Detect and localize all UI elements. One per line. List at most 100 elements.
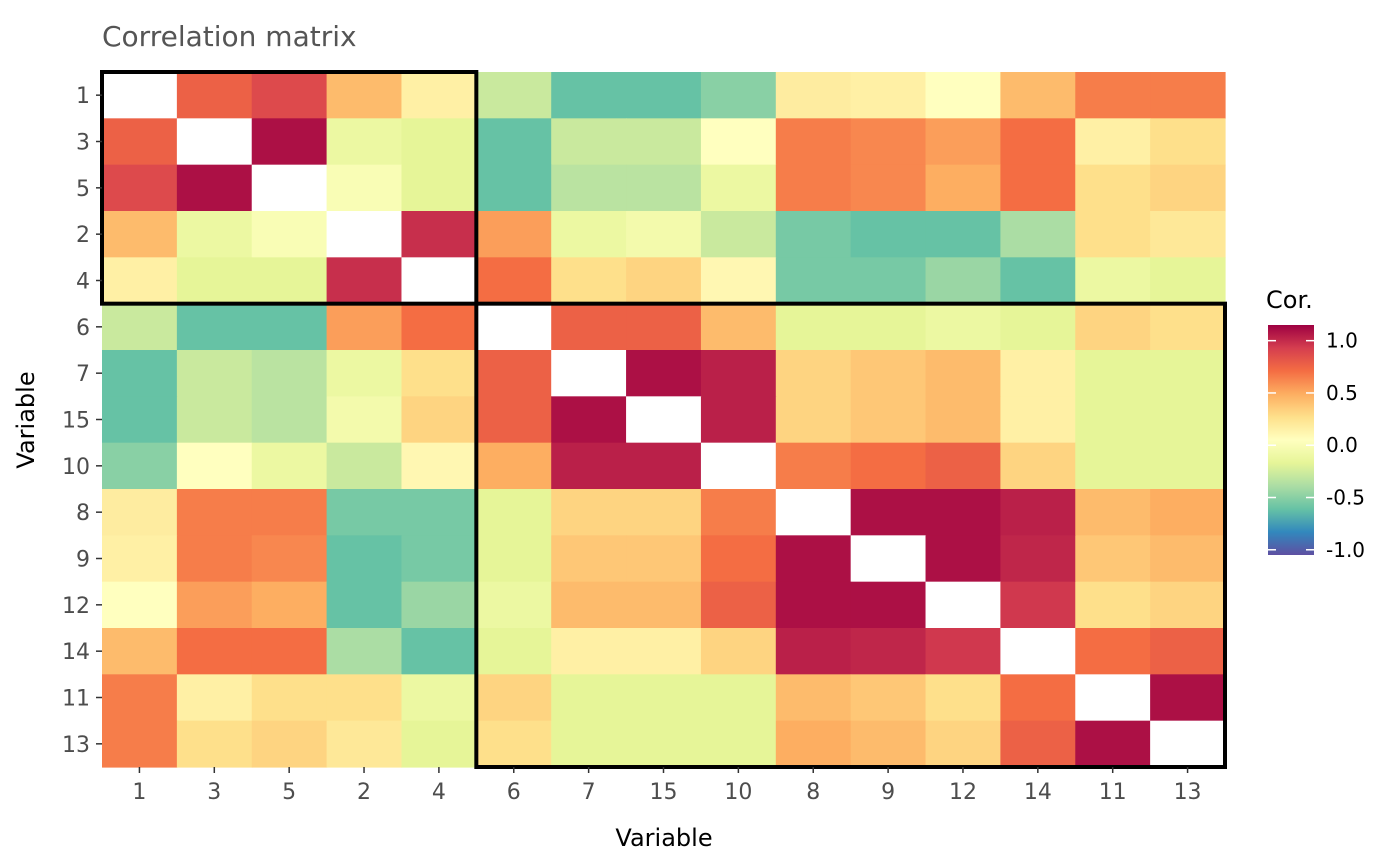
heatmap-cell <box>326 674 403 722</box>
y-tick-label: 9 <box>76 548 90 573</box>
heatmap-cell <box>102 489 178 536</box>
heatmap-cell <box>1000 535 1076 583</box>
heatmap-cell <box>1075 674 1151 722</box>
heatmap-cell <box>775 118 852 166</box>
heatmap-cells <box>102 72 1226 768</box>
heatmap-cell <box>326 164 403 212</box>
heatmap-cell <box>700 628 777 675</box>
heatmap-cell <box>1075 164 1151 212</box>
heatmap-cell <box>1150 535 1226 583</box>
x-tick-label: 12 <box>949 780 977 805</box>
heatmap-cell <box>251 72 328 119</box>
heatmap-cell <box>1075 303 1151 351</box>
heatmap-cell <box>626 674 702 722</box>
heatmap-cell <box>925 164 1001 212</box>
y-tick-label: 10 <box>62 455 90 480</box>
heatmap-cell <box>775 535 852 583</box>
heatmap-cell <box>626 164 702 212</box>
heatmap-cell <box>251 674 328 722</box>
heatmap-cell <box>401 628 477 675</box>
heatmap-cell <box>775 581 852 629</box>
heatmap-cell <box>775 489 852 536</box>
y-tick-label: 6 <box>76 316 90 341</box>
heatmap-cell <box>626 118 702 166</box>
heatmap-cell <box>1000 350 1076 397</box>
heatmap-cell <box>626 581 702 629</box>
heatmap-cell <box>925 535 1001 583</box>
heatmap-cell <box>700 720 777 768</box>
heatmap-cell <box>1075 489 1151 536</box>
heatmap-cell <box>775 350 852 397</box>
heatmap-cell <box>551 350 627 397</box>
heatmap-cell <box>700 164 777 212</box>
heatmap-cell <box>700 211 777 258</box>
heatmap-cell <box>251 396 328 444</box>
heatmap-cell <box>176 257 253 305</box>
heatmap-cell <box>1000 211 1076 258</box>
heatmap-cell <box>850 535 927 583</box>
heatmap-cell <box>850 396 927 444</box>
heatmap-cell <box>102 535 178 583</box>
heatmap-cell <box>476 674 552 722</box>
y-tick-label: 3 <box>76 131 90 156</box>
heatmap-cell <box>401 118 477 166</box>
x-tick-label: 8 <box>806 780 820 805</box>
heatmap-cell <box>401 211 477 258</box>
legend-tick-label: -0.5 <box>1326 486 1365 510</box>
x-tick-label: 1 <box>132 780 146 805</box>
heatmap-cell <box>102 396 178 444</box>
heatmap-cell <box>925 489 1001 536</box>
heatmap-cell <box>1075 396 1151 444</box>
heatmap-cell <box>476 628 552 675</box>
heatmap-cell <box>102 442 178 490</box>
heatmap-cell <box>775 164 852 212</box>
heatmap-cell <box>850 350 927 397</box>
heatmap-cell <box>775 720 852 768</box>
heatmap-cell <box>850 581 927 629</box>
heatmap-cell <box>176 628 253 675</box>
heatmap-cell <box>925 581 1001 629</box>
heatmap-cell <box>251 164 328 212</box>
heatmap-cell <box>1000 442 1076 490</box>
heatmap-cell <box>700 350 777 397</box>
heatmap-cell <box>551 164 627 212</box>
heatmap-cell <box>1150 581 1226 629</box>
x-tick-label: 6 <box>507 780 521 805</box>
heatmap-cell <box>401 396 477 444</box>
y-tick-label: 14 <box>62 640 90 665</box>
heatmap-cell <box>626 628 702 675</box>
heatmap-cell <box>775 442 852 490</box>
heatmap-cell <box>1150 257 1226 305</box>
heatmap-cell <box>551 581 627 629</box>
heatmap-cell <box>551 72 627 119</box>
heatmap-cell <box>1150 628 1226 675</box>
heatmap-cell <box>775 211 852 258</box>
heatmap-cell <box>850 118 927 166</box>
y-tick-label: 13 <box>62 733 90 758</box>
heatmap-cell <box>476 489 552 536</box>
heatmap-cell <box>1075 72 1151 119</box>
heatmap-cell <box>326 720 403 768</box>
heatmap-cell <box>176 211 253 258</box>
heatmap-cell <box>626 720 702 768</box>
heatmap-cell <box>326 303 403 351</box>
x-axis-title: Variable <box>615 824 712 852</box>
legend-tick-label: -1.0 <box>1326 538 1365 562</box>
heatmap-cell <box>102 118 178 166</box>
heatmap-cell <box>1150 489 1226 536</box>
heatmap-cell <box>326 350 403 397</box>
heatmap-cell <box>551 396 627 444</box>
heatmap-cell <box>326 72 403 119</box>
heatmap-cell <box>251 303 328 351</box>
heatmap-cell <box>626 211 702 258</box>
y-tick-label: 1 <box>76 84 90 109</box>
heatmap-cell <box>551 628 627 675</box>
heatmap-cell <box>925 72 1001 119</box>
heatmap-cell <box>326 396 403 444</box>
heatmap-cell <box>626 396 702 444</box>
y-tick-label: 4 <box>76 270 90 295</box>
heatmap-cell <box>700 581 777 629</box>
heatmap-cell <box>551 720 627 768</box>
legend-tick-label: 1.0 <box>1326 329 1358 353</box>
heatmap-cell <box>476 535 552 583</box>
